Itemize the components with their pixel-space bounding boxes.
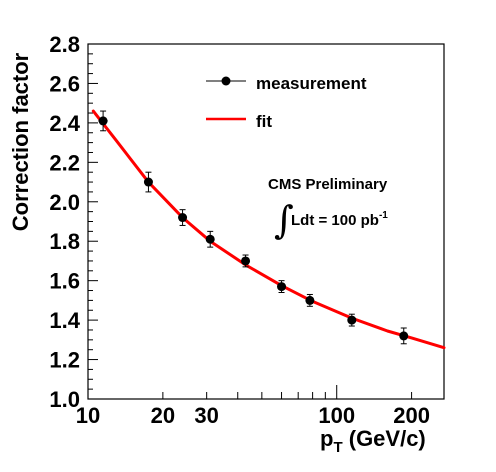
measurement-point: [305, 293, 315, 307]
x-axis-title-sub: T: [333, 439, 342, 456]
y-axis-title: Correction factor: [8, 52, 33, 231]
x-tick-label: 200: [393, 403, 430, 428]
y-tick-label: 2.8: [49, 32, 80, 57]
x-tick-label: 30: [194, 403, 218, 428]
legend-fit-label: fit: [256, 112, 272, 131]
measurement-point: [241, 254, 251, 268]
plot-frame: [87, 43, 445, 400]
luminosity-exponent: -1: [379, 210, 388, 221]
axis-ticks: [87, 43, 413, 400]
measurement-marker: [305, 295, 315, 305]
y-tick-label: 2.4: [49, 111, 80, 136]
y-tick-label: 2.6: [49, 71, 80, 96]
luminosity-text: Ldt = 100 pb: [291, 212, 379, 229]
x-tick-label: 10: [76, 403, 100, 428]
measurement-point: [399, 327, 409, 345]
measurement-marker: [241, 256, 251, 266]
y-tick-label: 2.2: [49, 150, 80, 175]
y-tick-label: 1.2: [49, 348, 80, 373]
x-tick-label: 100: [318, 403, 355, 428]
y-tick-label: 1.0: [49, 387, 80, 412]
measurement-marker: [178, 213, 188, 223]
legend: measurement fit: [206, 74, 367, 131]
measurement-point: [143, 171, 153, 193]
integral-symbol: ∫: [274, 198, 294, 242]
measurement-point: [178, 209, 188, 226]
measurement-marker: [399, 331, 409, 341]
measurement-point: [277, 280, 287, 293]
legend-measurement-label: measurement: [256, 74, 367, 93]
y-tick-label: 1.6: [49, 269, 80, 294]
luminosity-label: Ldt = 100 pb-1: [291, 210, 388, 229]
y-tick-label: 1.4: [49, 308, 80, 333]
measurement-points-layer: [98, 110, 409, 345]
measurement-point: [205, 230, 215, 248]
measurement-point: [98, 110, 108, 132]
x-axis-title-main: p: [320, 426, 333, 451]
legend-measurement-marker: [221, 76, 231, 86]
x-axis-title-unit: (GeV/c): [343, 426, 426, 451]
measurement-marker: [347, 315, 357, 325]
measurement-marker: [98, 116, 108, 126]
measurement-marker: [143, 177, 153, 187]
measurement-point: [347, 313, 357, 327]
cms-annotation: CMS Preliminary ∫ Ldt = 100 pb-1: [268, 176, 388, 242]
measurement-marker: [205, 234, 215, 244]
y-tick-label: 2.0: [49, 190, 80, 215]
x-axis-title: pT (GeV/c): [320, 426, 426, 456]
y-tick-label: 1.8: [49, 229, 80, 254]
tick-labels: 1.0 1.2 1.4 1.6 1.8 2.0 2.2 2.4 2.6 2.8 10 20 30 100 2…: [49, 32, 430, 428]
measurement-marker: [277, 282, 287, 292]
x-tick-label: 20: [151, 403, 175, 428]
cms-preliminary-label: CMS Preliminary: [268, 176, 388, 193]
fit-curve: [91, 109, 446, 350]
fit-curve-layer: [91, 109, 446, 350]
